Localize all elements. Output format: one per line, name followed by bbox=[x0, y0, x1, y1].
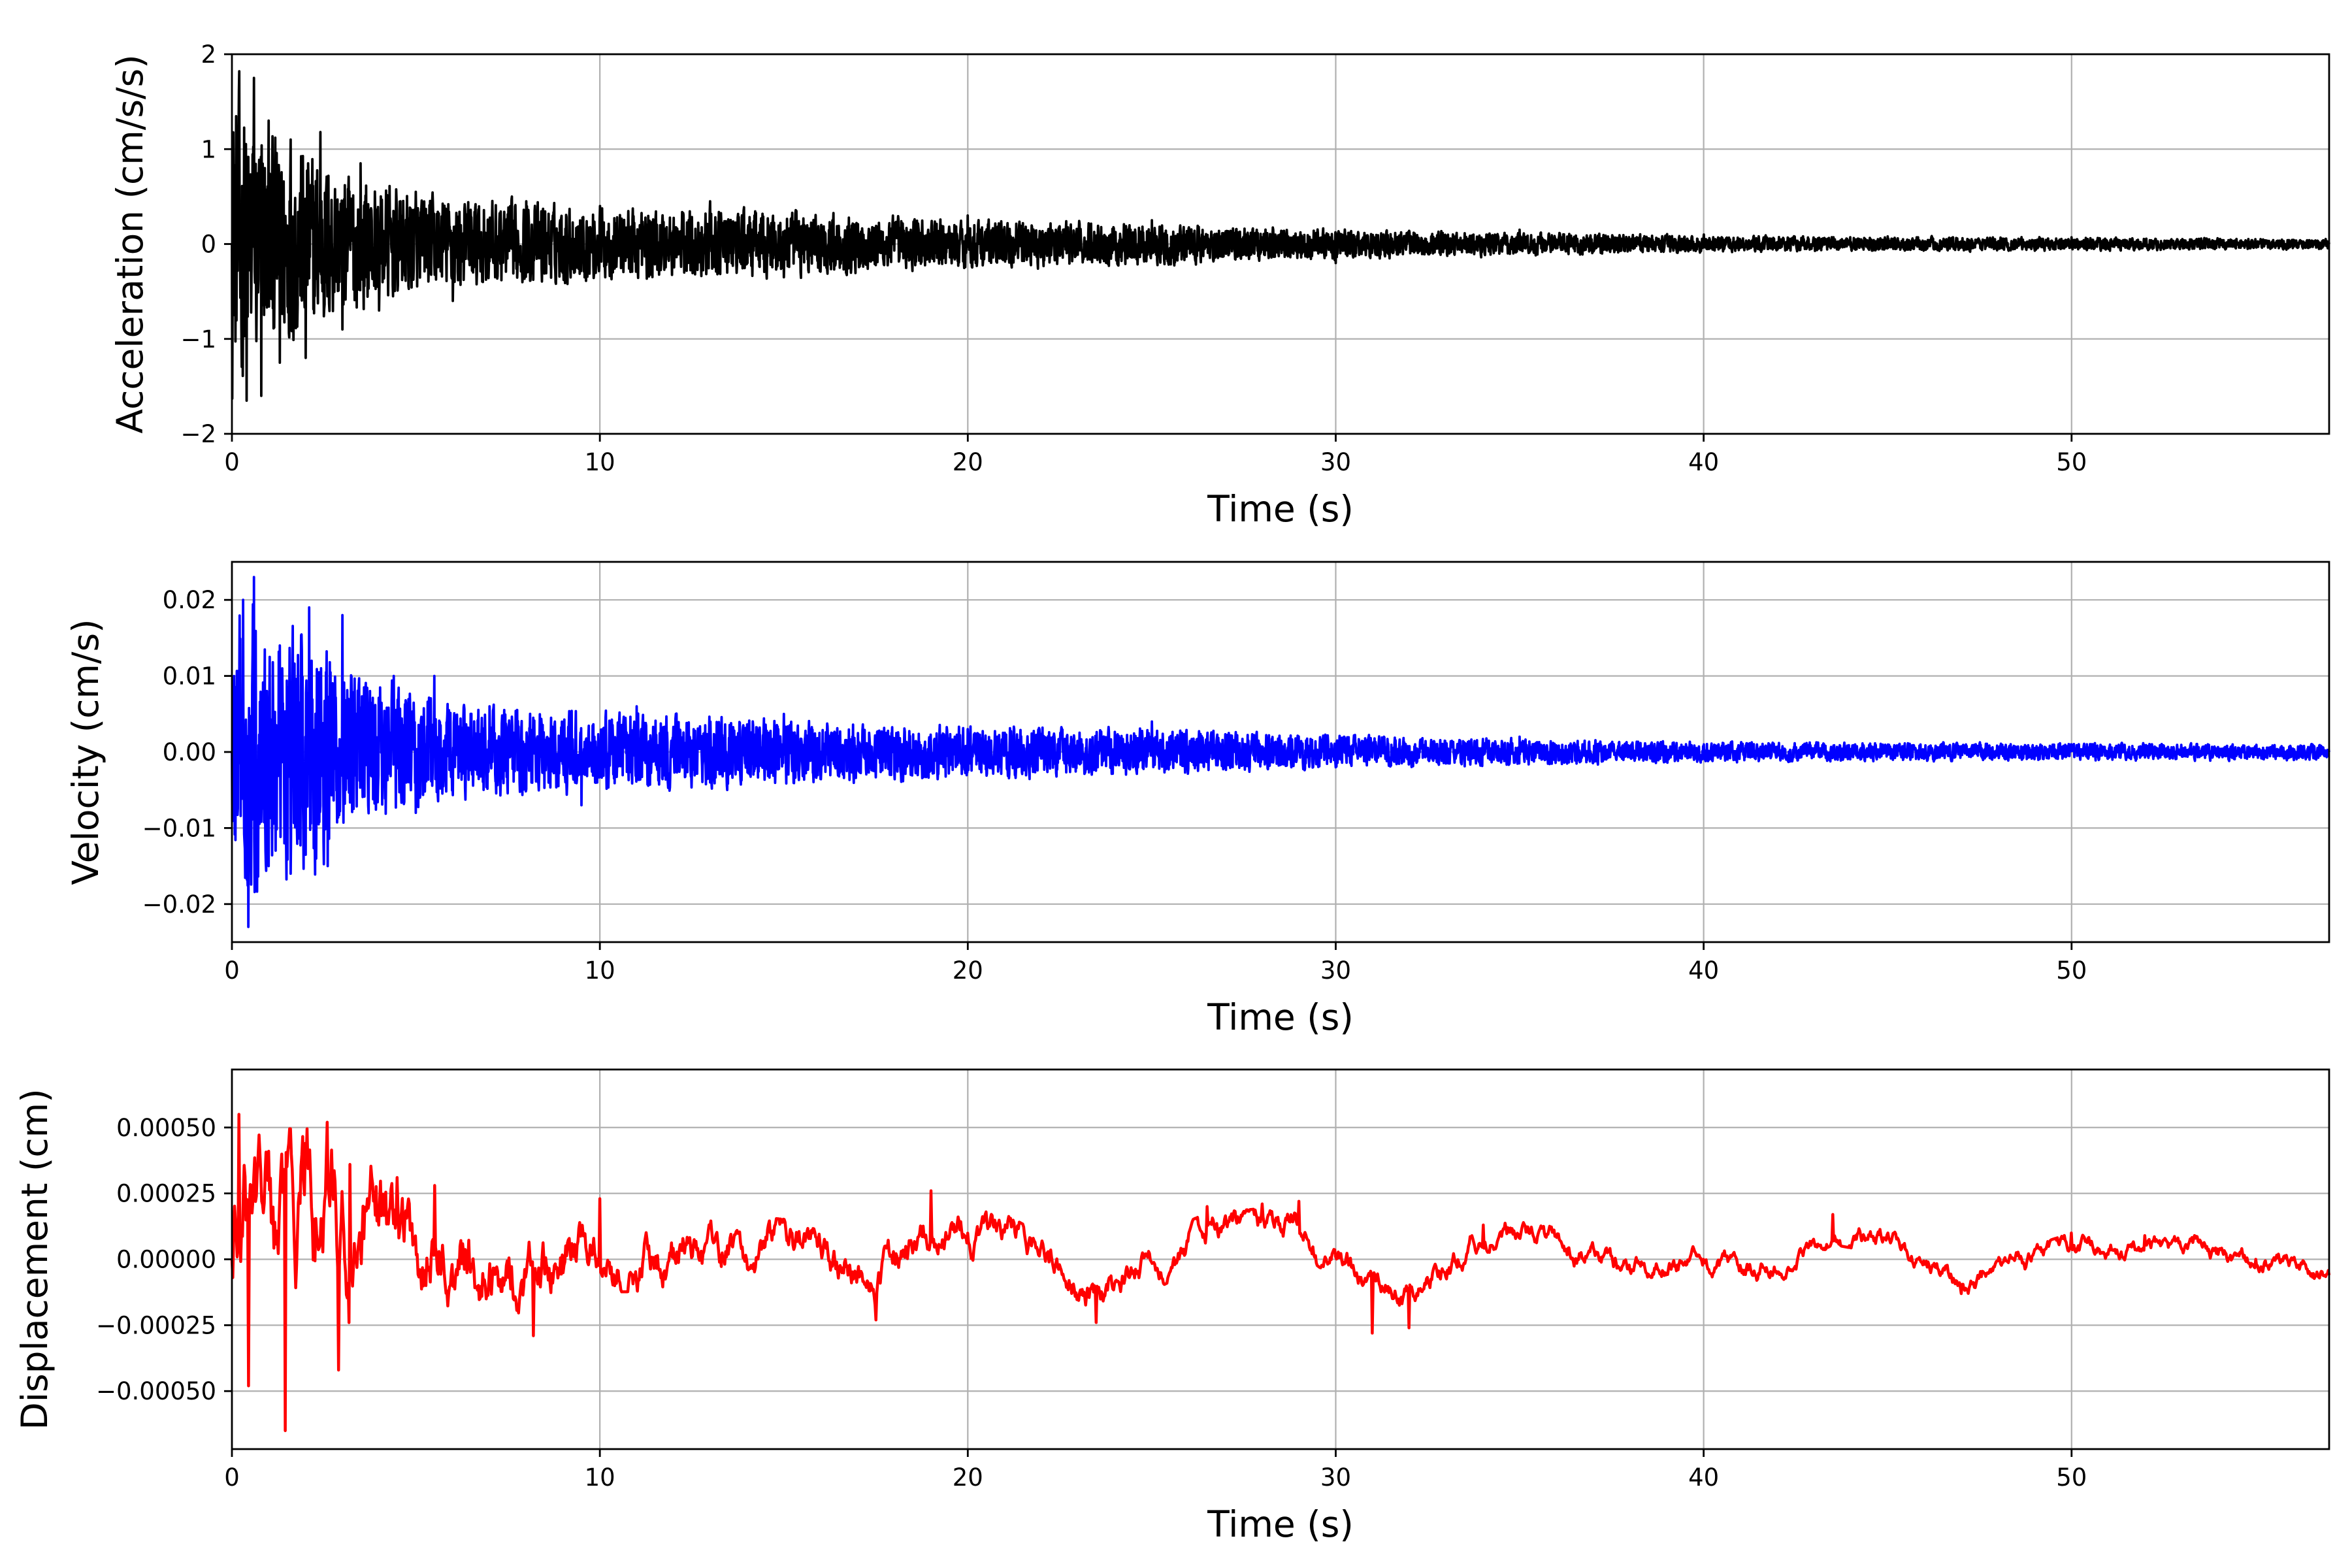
velocity-ticks: 0 10 20 30 40 50 −0.02 −0.01 0.00 0.01 0.02 bbox=[142, 586, 2087, 985]
acceleration-y-tick-label: 1 bbox=[201, 135, 216, 163]
displacement-y-tick-label: 0.00000 bbox=[116, 1246, 216, 1274]
acceleration-series-line bbox=[231, 70, 2330, 402]
acceleration-x-tick-label: 50 bbox=[2056, 448, 2087, 476]
velocity-x-tick-label: 0 bbox=[224, 956, 240, 985]
displacement-x-tick-label: 30 bbox=[1320, 1463, 1351, 1492]
velocity-y-tick-label: −0.02 bbox=[142, 890, 216, 919]
acceleration-x-axis-label: Time (s) bbox=[1207, 488, 1354, 530]
acceleration-x-tick-label: 10 bbox=[585, 448, 615, 476]
acceleration-x-tick-label: 40 bbox=[1688, 448, 1719, 476]
velocity-grid bbox=[232, 562, 2329, 942]
velocity-x-tick-label: 50 bbox=[2056, 956, 2087, 985]
acceleration-y-tick-label: −1 bbox=[180, 325, 216, 353]
displacement-y-tick-label: 0.00025 bbox=[116, 1180, 216, 1208]
displacement-x-tick-label: 10 bbox=[585, 1463, 615, 1492]
displacement-y-tick-label: 0.00050 bbox=[116, 1114, 216, 1142]
displacement-x-axis-label: Time (s) bbox=[1207, 1503, 1354, 1545]
velocity-y-tick-label: 0.02 bbox=[163, 586, 216, 614]
velocity-x-tick-label: 40 bbox=[1688, 956, 1719, 985]
velocity-x-tick-label: 20 bbox=[953, 956, 983, 985]
acceleration-x-tick-label: 20 bbox=[953, 448, 983, 476]
velocity-x-tick-label: 10 bbox=[585, 956, 615, 985]
velocity-x-tick-label: 30 bbox=[1320, 956, 1351, 985]
displacement-x-tick-label: 0 bbox=[224, 1463, 240, 1492]
displacement-series bbox=[230, 1113, 2331, 1433]
acceleration-x-tick-label: 30 bbox=[1320, 448, 1351, 476]
acceleration-y-tick-label: 2 bbox=[201, 41, 216, 69]
velocity-y-tick-label: 0.01 bbox=[163, 662, 216, 691]
velocity-x-axis-label: Time (s) bbox=[1207, 996, 1354, 1038]
displacement-ticks: 0 10 20 30 40 50 −0.00050 −0.00025 0.00000 0.0002… bbox=[96, 1114, 2087, 1492]
acceleration-x-tick-label: 0 bbox=[224, 448, 240, 476]
velocity-y-tick-label: 0.00 bbox=[163, 738, 216, 766]
velocity-panel: 0 10 20 30 40 50 −0.02 −0.01 0.00 0.01 0.02 Time (… bbox=[65, 561, 2330, 1038]
acceleration-ticks: 0 10 20 30 40 50 −2 −1 0 1 2 bbox=[180, 41, 2087, 476]
velocity-series bbox=[231, 576, 2330, 928]
displacement-panel: 0 10 20 30 40 50 −0.00050 −0.00025 0.00000 0.0002… bbox=[14, 1068, 2331, 1545]
velocity-series-line bbox=[231, 576, 2330, 928]
acceleration-series bbox=[231, 70, 2330, 402]
acceleration-panel: 0 10 20 30 40 50 −2 −1 0 1 2 Time (s) Acceleration… bbox=[109, 41, 2330, 530]
velocity-y-tick-label: −0.01 bbox=[142, 814, 216, 842]
displacement-y-axis-label: Displacement (cm) bbox=[14, 1088, 56, 1429]
velocity-y-axis-label: Velocity (cm/s) bbox=[65, 619, 106, 885]
displacement-y-tick-label: −0.00050 bbox=[96, 1377, 216, 1405]
acceleration-y-tick-label: −2 bbox=[180, 420, 216, 448]
displacement-x-tick-label: 40 bbox=[1688, 1463, 1719, 1492]
displacement-series-line bbox=[230, 1113, 2331, 1433]
acceleration-y-axis-label: Acceleration (cm/s/s) bbox=[109, 54, 151, 433]
displacement-y-tick-label: −0.00025 bbox=[96, 1311, 216, 1339]
acceleration-y-tick-label: 0 bbox=[201, 231, 216, 259]
displacement-x-tick-label: 50 bbox=[2056, 1463, 2087, 1492]
displacement-x-tick-label: 20 bbox=[953, 1463, 983, 1492]
